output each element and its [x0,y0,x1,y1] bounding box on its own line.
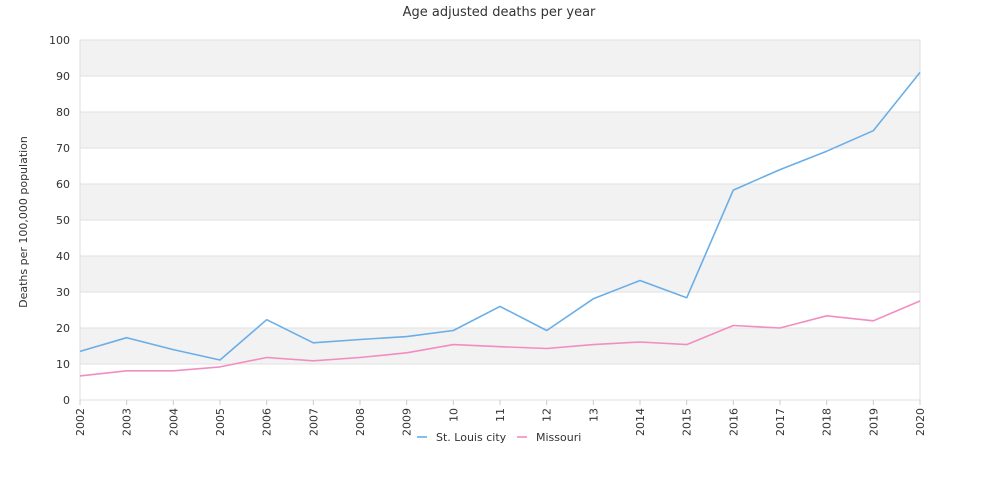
x-axis-ticks: 2002 2003 2004 2005 2006 2007 2008 2009 10 11 12 13… [74,400,927,436]
y-tick-label: 80 [56,106,70,119]
legend-label: St. Louis city [436,431,507,444]
x-tick-label: 2008 [354,408,367,436]
grid-band [80,112,920,148]
y-axis-label: Deaths per 100,000 population [17,136,30,308]
x-tick-label: 2018 [821,408,834,436]
grid-band [80,148,920,184]
grid-band [80,76,920,112]
grid-band [80,256,920,292]
grid-band [80,220,920,256]
y-axis-ticks: 0 10 20 30 40 50 60 70 80 90 100 [49,34,70,407]
x-tick-label: 2004 [167,408,180,436]
grid-bands [80,40,920,400]
x-tick-label: 2019 [867,408,880,436]
grid-band [80,40,920,76]
series-line-st-louis-city [79,71,921,361]
x-tick-label: 11 [494,408,507,422]
grid-band [80,364,920,400]
y-tick-label: 70 [56,142,70,155]
legend-label: Missouri [536,431,581,444]
x-tick-label: 12 [541,408,554,422]
x-tick-label: 2014 [634,408,647,436]
y-tick-label: 90 [56,70,70,83]
y-tick-label: 60 [56,178,70,191]
grid-band [80,184,920,220]
series-lines [79,71,921,377]
x-tick-label: 2005 [214,408,227,436]
series-line-missouri [79,300,921,377]
legend-item[interactable]: Missouri [517,431,581,444]
x-tick-label: 2015 [681,408,694,436]
legend[interactable]: St. Louis city Missouri [417,431,581,444]
x-tick-label: 2002 [74,408,87,436]
legend-item[interactable]: St. Louis city [417,431,507,444]
x-tick-label: 2007 [307,408,320,436]
x-tick-label: 2009 [401,408,414,436]
x-tick-label: 10 [447,408,460,422]
y-tick-label: 20 [56,322,70,335]
y-tick-label: 0 [63,394,70,407]
x-tick-label: 2017 [774,408,787,436]
y-tick-label: 30 [56,286,70,299]
chart-title: Age adjusted deaths per year [403,5,596,20]
x-tick-label: 13 [587,408,600,422]
y-tick-label: 50 [56,214,70,227]
x-tick-label: 2020 [914,408,927,436]
y-tick-label: 40 [56,250,70,263]
x-tick-label: 2006 [261,408,274,436]
x-tick-label: 2016 [727,408,740,436]
y-tick-label: 10 [56,358,70,371]
y-tick-label: 100 [49,34,70,47]
x-tick-label: 2003 [121,408,134,436]
grid-band [80,292,920,328]
